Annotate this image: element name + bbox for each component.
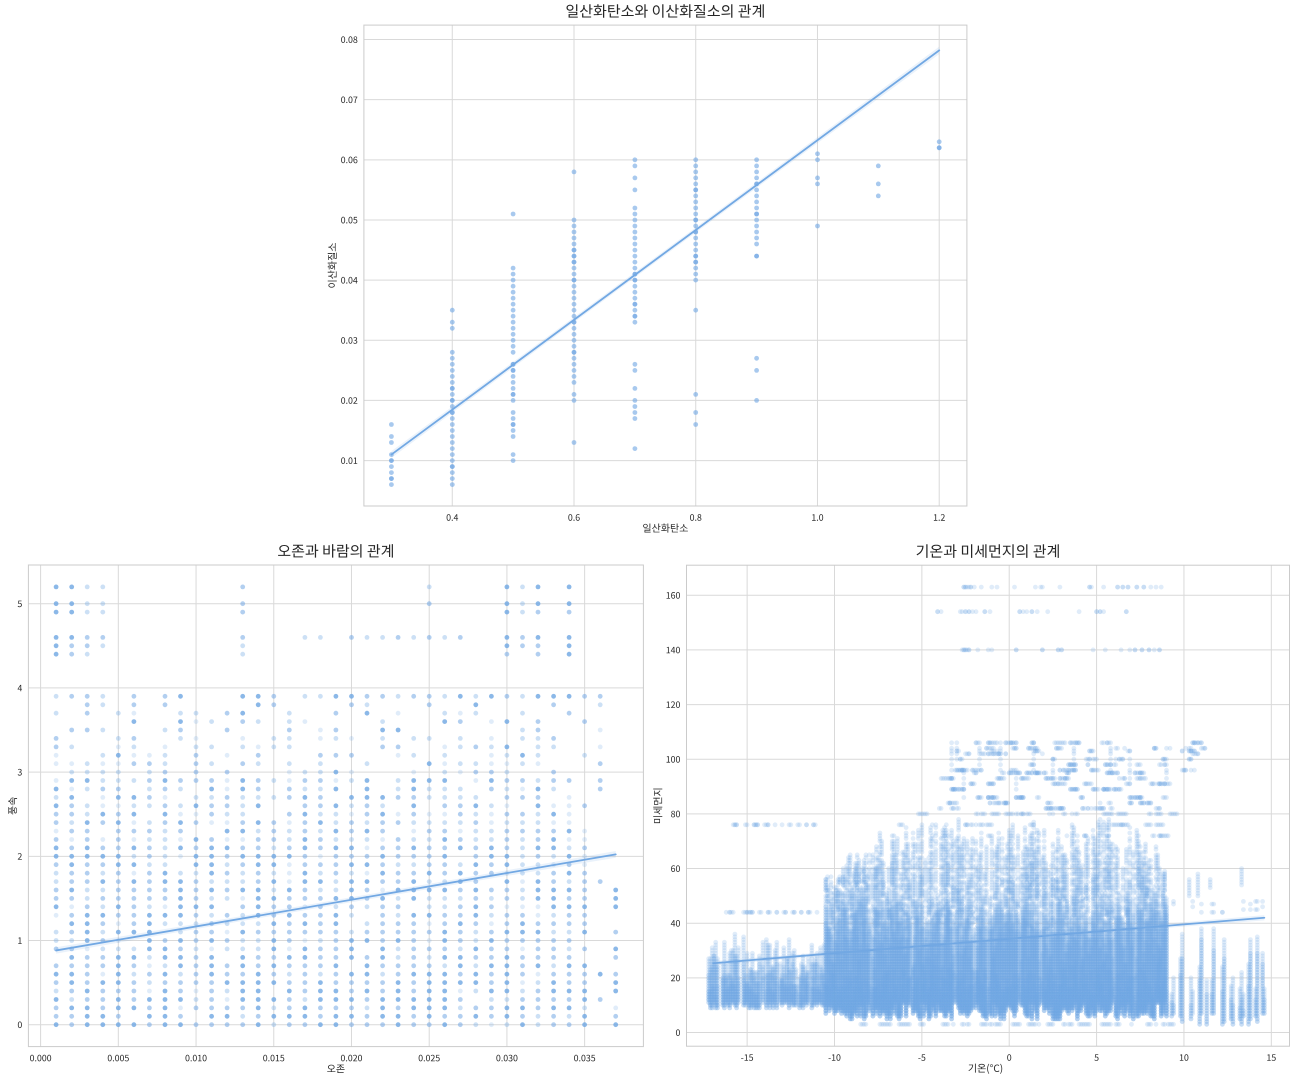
y-tick-label	[17, 1021, 22, 1029]
x-tick-label	[30, 1054, 52, 1062]
y-tick-label	[341, 337, 358, 344]
x-tick-label	[1007, 1054, 1012, 1061]
x-tick-label	[496, 1054, 518, 1062]
y-tick-label	[666, 646, 680, 654]
x-tick-label	[812, 514, 824, 521]
plot-ozone-vs-wind: 오존과 바람의 관계	[8, 544, 644, 1073]
y-tick-label	[17, 684, 23, 692]
y-tick-label	[670, 919, 680, 927]
x-tick-label	[918, 1054, 926, 1061]
y-tick-label	[341, 457, 358, 465]
x-tick-label	[1179, 1054, 1189, 1061]
gridlines	[686, 565, 1290, 1047]
tick-labels	[666, 592, 1276, 1061]
y-tick-label	[341, 156, 358, 164]
x-axis-label	[327, 1064, 345, 1073]
x-tick-label	[1267, 1054, 1276, 1061]
y-tick-label	[17, 600, 22, 608]
y-tick-label	[341, 96, 358, 104]
x-axis-label	[968, 1063, 1003, 1074]
tick-labels	[341, 36, 945, 521]
y-axis-label	[327, 243, 337, 288]
x-tick-label	[741, 1054, 754, 1061]
x-tick-label	[340, 1054, 363, 1062]
chart-title	[916, 544, 1059, 558]
gridlines	[363, 25, 967, 506]
y-tick-label	[666, 701, 680, 709]
x-tick-label	[933, 514, 945, 521]
y-tick-label	[18, 937, 22, 944]
axes-spines	[27, 564, 644, 1048]
x-tick-label	[574, 1054, 596, 1062]
y-tick-label	[17, 853, 22, 860]
tick-labels	[17, 600, 596, 1062]
x-tick-label	[107, 1054, 129, 1062]
x-tick-label	[263, 1054, 285, 1062]
regression-line	[55, 853, 617, 952]
scatter-points	[389, 139, 942, 487]
y-tick-label	[341, 216, 358, 224]
y-tick-label	[17, 768, 22, 776]
y-tick-label	[666, 756, 680, 763]
plot-temp-vs-pm: 기온과 미세먼지의 관계	[653, 544, 1290, 1074]
plot-co-vs-no2: 일산화탄소와 이산화질소의 관계	[327, 4, 968, 533]
y-axis-label	[8, 797, 18, 815]
y-tick-label	[341, 276, 358, 284]
regression-line	[390, 49, 941, 456]
x-tick-label	[828, 1054, 841, 1061]
x-tick-label	[690, 514, 702, 521]
x-tick-label	[568, 514, 580, 521]
scatter-points	[706, 584, 1267, 1027]
y-tick-label	[666, 592, 680, 599]
regression-line	[712, 916, 1266, 965]
y-tick-label	[341, 397, 358, 404]
chart-title	[278, 544, 393, 558]
y-tick-label	[341, 36, 358, 43]
x-axis-label	[643, 523, 688, 533]
x-tick-label	[418, 1054, 440, 1062]
x-tick-label	[446, 514, 459, 521]
y-tick-label	[671, 865, 680, 873]
axes-spines	[363, 24, 968, 507]
scatter-points	[53, 584, 619, 1028]
y-axis-label	[653, 788, 663, 824]
axes-spines	[686, 564, 1290, 1047]
y-tick-label	[670, 974, 680, 982]
x-tick-label	[1094, 1054, 1099, 1061]
y-tick-label	[675, 1029, 680, 1036]
y-tick-label	[671, 810, 680, 818]
x-tick-label	[185, 1054, 207, 1062]
chart-title	[566, 4, 764, 18]
